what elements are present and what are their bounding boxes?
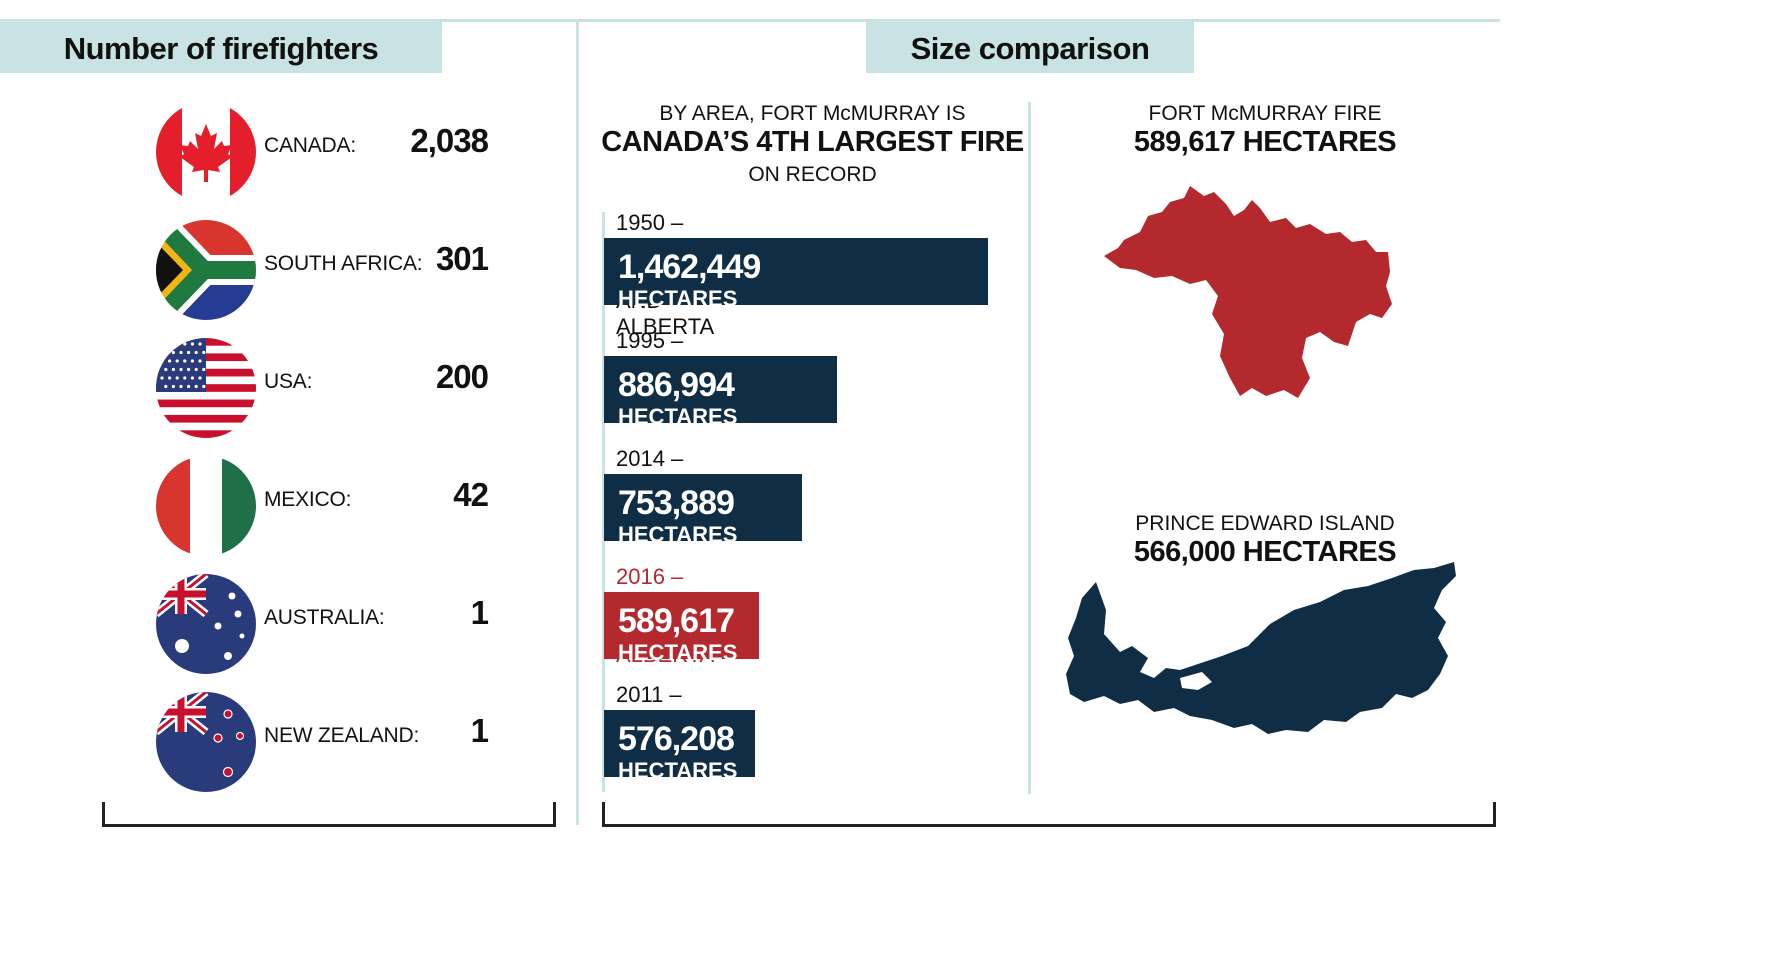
map2-label: PRINCE EDWARD ISLAND <box>1135 512 1395 535</box>
intro-line-3: ON RECORD <box>748 163 877 186</box>
firefighters-header: Number of firefighters <box>0 20 442 73</box>
firefighter-count: 1 <box>470 594 489 631</box>
bar-value-label: 753,889 <box>618 484 735 522</box>
south-africa-flag-icon <box>156 220 256 320</box>
new-zealand-flag-icon <box>156 692 256 792</box>
right-bottom-bracket <box>602 802 1496 827</box>
country-name: MEXICO: <box>264 488 352 511</box>
firefighter-count: 42 <box>453 476 489 513</box>
canada-flag-icon <box>156 102 256 202</box>
chart-axis-line <box>602 212 605 792</box>
top-rule <box>0 19 1500 22</box>
inner-divider <box>1028 102 1031 794</box>
intro-line-1: BY AREA, FORT McMURRAY IS <box>659 102 966 125</box>
bar: 753,889 HECTARES <box>604 474 802 547</box>
bar-unit-label: HECTARES <box>618 404 738 429</box>
fort-mcmurray-fire-shape-icon <box>1104 186 1392 398</box>
mexico-flag-icon <box>156 456 256 556</box>
left-bottom-bracket <box>102 802 556 827</box>
australia-flag-icon <box>156 574 256 674</box>
country-name: AUSTRALIA: <box>264 606 385 629</box>
country-name: CANADA: <box>264 134 356 157</box>
map1-value: 589,617 HECTARES <box>1133 126 1397 158</box>
country-name: NEW ZEALAND: <box>264 724 420 747</box>
bar-value-label: 576,208 <box>618 720 735 758</box>
size-comparison-header: Size comparison <box>866 20 1194 73</box>
firefighter-count: 200 <box>435 358 489 395</box>
country-name: USA: <box>264 370 313 393</box>
bar-unit-label: HECTARES <box>618 758 738 783</box>
panel-divider <box>576 20 579 825</box>
bar-unit-label: HECTARES <box>618 640 738 665</box>
bar-unit-label: HECTARES <box>618 522 738 547</box>
firefighter-count: 301 <box>435 240 489 277</box>
bar-value-label: 589,617 <box>618 602 735 640</box>
usa-flag-icon <box>156 338 256 438</box>
bar-value-label: 1,462,449 <box>618 248 761 286</box>
bar-unit-label: HECTARES <box>618 286 738 311</box>
intro-line-2: CANADA’S 4TH LARGEST FIRE <box>601 126 1024 158</box>
bar: 886,994 HECTARES <box>604 356 837 429</box>
firefighter-count: 2,038 <box>410 122 489 159</box>
map1-label: FORT McMURRAY FIRE <box>1148 102 1382 125</box>
bar: 1,462,449 HECTARES <box>604 238 988 311</box>
map2-value: 566,000 HECTARES <box>1133 536 1397 568</box>
country-name: SOUTH AFRICA: <box>264 252 423 275</box>
prince-edward-island-shape-icon <box>1066 562 1456 734</box>
bar-value-label: 886,994 <box>618 366 735 404</box>
firefighter-count: 1 <box>470 712 489 749</box>
bar: 589,617 HECTARES <box>604 592 759 665</box>
bar: 576,208 HECTARES <box>604 710 755 783</box>
